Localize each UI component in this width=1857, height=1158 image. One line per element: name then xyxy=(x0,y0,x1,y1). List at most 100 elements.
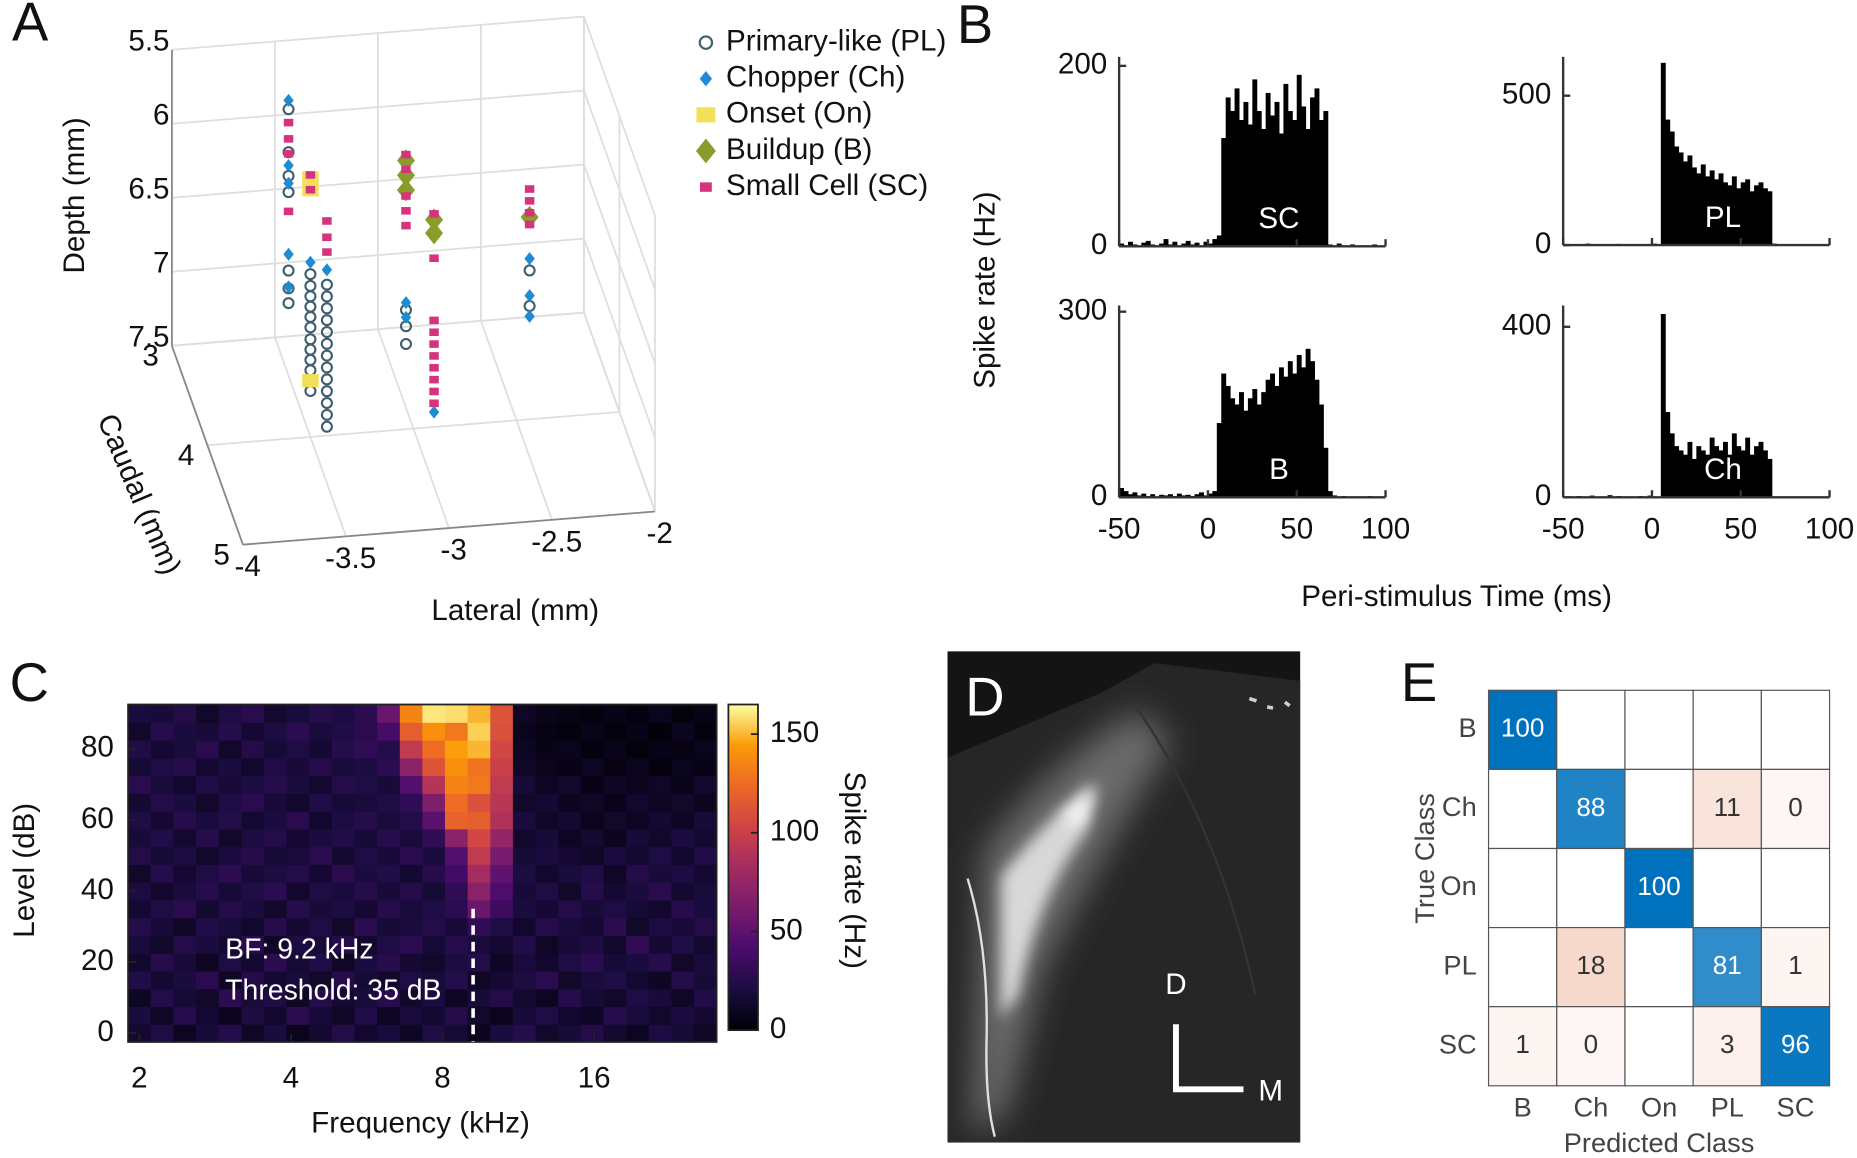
heat-cell xyxy=(173,864,197,883)
heat-cell xyxy=(127,811,152,830)
legend-label: Onset (On) xyxy=(726,97,872,130)
plot-frame xyxy=(127,703,718,1043)
z-tick-label: 5.5 xyxy=(128,24,169,57)
heat-cell xyxy=(309,864,333,883)
heat-cell xyxy=(127,828,152,848)
column-label: Ch xyxy=(1573,1092,1608,1123)
heat-cell xyxy=(535,793,559,812)
heat-cell xyxy=(626,1024,650,1043)
bar xyxy=(1278,367,1284,498)
heat-cell xyxy=(377,970,401,990)
heat-cell xyxy=(309,740,333,759)
heat-cell xyxy=(580,811,605,830)
data-point xyxy=(401,150,411,159)
heat-cell xyxy=(263,740,288,759)
heat-cell xyxy=(603,953,627,972)
data-point xyxy=(282,264,295,277)
heat-cell xyxy=(309,917,333,936)
heat-cell xyxy=(422,882,446,901)
heat-cell xyxy=(150,846,174,865)
matrix-cell xyxy=(1487,926,1558,1008)
heat-cell xyxy=(218,917,243,936)
bar xyxy=(1150,494,1156,498)
heat-cell xyxy=(558,1006,582,1025)
heat-cell xyxy=(467,704,491,723)
bar xyxy=(1141,493,1147,498)
heat-cell xyxy=(150,970,174,990)
heat-cell xyxy=(467,899,491,919)
heat-cell xyxy=(218,757,243,777)
heat-cell xyxy=(444,935,469,954)
heat-cell xyxy=(377,775,401,794)
heat-cell xyxy=(354,704,378,723)
heat-cell xyxy=(286,793,310,812)
heat-cell xyxy=(558,899,582,919)
heat-cell xyxy=(263,846,288,865)
heat-cell xyxy=(399,864,423,883)
heat-cell xyxy=(535,864,559,883)
column-label: B xyxy=(1514,1092,1532,1123)
heat-cell xyxy=(694,988,718,1008)
heat-cell xyxy=(512,899,537,919)
heat-cell xyxy=(127,882,152,901)
axis-title: Depth (mm) xyxy=(58,117,91,273)
data-point xyxy=(320,302,333,315)
heat-cell xyxy=(331,846,356,865)
heat-cell xyxy=(603,793,627,812)
heat-cell xyxy=(626,1006,650,1025)
heat-cell xyxy=(173,828,197,848)
data-point xyxy=(283,207,294,216)
heat-cell xyxy=(444,899,469,919)
heat-cell xyxy=(694,899,718,919)
heat-cell xyxy=(218,935,243,954)
heat-cell xyxy=(648,970,673,990)
heat-cell xyxy=(286,740,310,759)
grid-line xyxy=(171,163,585,199)
x-tick-label: -50 xyxy=(1542,512,1585,545)
heat-cell xyxy=(467,882,491,901)
heat-cell xyxy=(286,1024,310,1043)
legend-marker xyxy=(696,107,716,123)
bar xyxy=(1714,446,1720,498)
y-tick-label: 4 xyxy=(178,439,194,472)
bar xyxy=(1212,491,1218,498)
heat-cell xyxy=(558,935,582,954)
heat-cell xyxy=(218,864,243,883)
heat-cell xyxy=(671,740,695,759)
heat-cell xyxy=(467,846,491,865)
data-point xyxy=(283,280,294,294)
z-tick-label: 6.5 xyxy=(128,172,169,205)
heat-cell xyxy=(195,704,220,723)
axis-line xyxy=(242,510,656,546)
bar xyxy=(1665,412,1671,498)
heat-cell xyxy=(512,864,537,883)
heat-cell xyxy=(286,757,310,777)
bar xyxy=(1754,446,1759,498)
data-point xyxy=(305,255,316,269)
heat-cell xyxy=(150,988,174,1008)
heat-cell xyxy=(444,811,469,830)
x-tick-label: -4 xyxy=(235,550,261,583)
x-tick-label: 16 xyxy=(578,1062,611,1095)
heat-cell xyxy=(626,846,650,865)
heat-cell xyxy=(354,757,378,777)
cell-value: 1 xyxy=(1788,950,1802,980)
bar xyxy=(1234,404,1240,498)
heat-cell xyxy=(377,704,401,723)
bar xyxy=(1740,450,1746,498)
heat-cell xyxy=(399,722,423,741)
heat-cell xyxy=(535,811,559,830)
heat-cell xyxy=(150,740,174,759)
data-point xyxy=(283,158,294,173)
heat-cell xyxy=(535,899,559,919)
bar xyxy=(1181,243,1187,247)
heat-cell xyxy=(150,722,174,741)
heat-cell xyxy=(309,793,333,812)
heat-cell xyxy=(309,722,333,741)
row-label: B xyxy=(1459,712,1477,743)
heat-cell xyxy=(218,899,243,919)
x-tick-label: 50 xyxy=(1724,512,1757,545)
heat-cell xyxy=(377,864,401,883)
heat-cell xyxy=(127,899,152,919)
row-label: On xyxy=(1440,870,1476,901)
